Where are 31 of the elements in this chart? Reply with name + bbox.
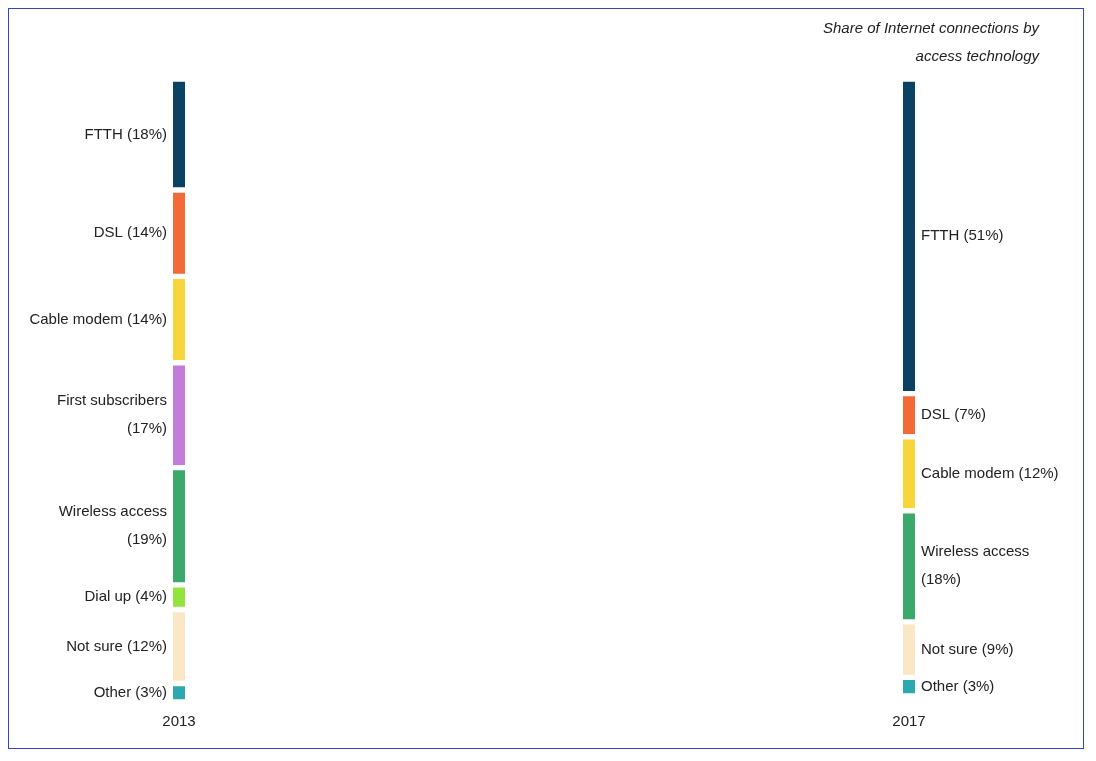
category-label: Wireless access (921, 542, 1030, 560)
text: 2017 (892, 712, 926, 730)
data-label: (51%) (963, 226, 1004, 244)
category-label: FTTH (84, 124, 123, 142)
data-label: (14%) (126, 309, 167, 327)
category-label: DSL (93, 223, 123, 241)
data-label: (17%) (126, 419, 167, 437)
data-label: (12%) (126, 636, 167, 654)
category-label: DSL (921, 405, 951, 423)
category-label: First subscribers (56, 391, 168, 409)
data-label: (3%) (135, 682, 167, 700)
data-label: (18%) (921, 570, 962, 588)
category-label: Other (93, 682, 132, 700)
data-label: (4%) (135, 587, 167, 605)
text: Share of Internet connections by access technology (823, 19, 1041, 65)
data-label: (18%) (126, 124, 167, 142)
category-label: Wireless access (58, 502, 167, 520)
data-label: (9%) (981, 639, 1014, 657)
category-label: Not sure (66, 636, 123, 654)
data-label: (12%) (1018, 463, 1059, 481)
data-label: (19%) (126, 530, 167, 548)
category-label: Other (921, 676, 959, 694)
data-label: (14%) (126, 223, 167, 241)
category-label: Cable modem (29, 309, 123, 327)
category-label: FTTH (921, 226, 960, 244)
data-label: (3%) (962, 676, 995, 694)
category-label: Not sure (921, 639, 978, 657)
category-label: Cable modem (921, 463, 1015, 481)
data-label: (7%) (954, 405, 987, 423)
category-label: Dial up (84, 587, 132, 605)
legend-label: 2013 (162, 712, 196, 730)
